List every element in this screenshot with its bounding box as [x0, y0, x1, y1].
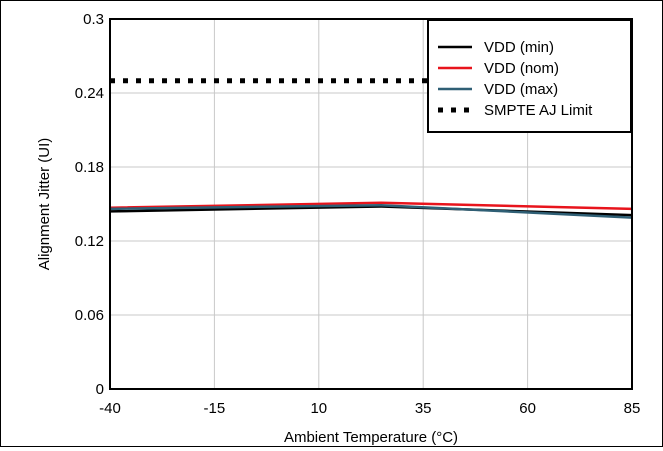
y-tick-label: 0.24 [75, 85, 104, 102]
legend-label: VDD (nom) [484, 60, 559, 77]
x-tick-label: 35 [415, 400, 432, 417]
plot-border [109, 18, 633, 390]
x-axis-title: Ambient Temperature (°C) [284, 429, 458, 446]
legend-label: VDD (min) [484, 39, 554, 56]
x-tick-label: 60 [519, 400, 536, 417]
legend-label: VDD (max) [484, 81, 558, 98]
y-axis-title: Alignment Jitter (UI) [36, 138, 53, 271]
legend: VDD (min) VDD (nom) VDD (max) SMPTE AJ Limi… [427, 19, 632, 133]
legend-items: VDD (min) VDD (nom) VDD (max) SMPTE AJ Limi… [438, 39, 593, 119]
x-tick-label: -40 [99, 400, 121, 417]
tick-labels: -40 -15 10 35 60 85 0 0.06 0.12 0.18 0.24 0.3 [75, 11, 641, 417]
y-tick-label: 0.18 [75, 159, 104, 176]
y-tick-label: 0.3 [83, 11, 104, 28]
x-tick-label: 10 [310, 400, 327, 417]
y-tick-label: 0 [96, 381, 104, 398]
y-tick-label: 0.06 [75, 307, 104, 324]
y-tick-label: 0.12 [75, 233, 104, 250]
legend-box [427, 19, 632, 133]
legend-label: SMPTE AJ Limit [484, 102, 593, 119]
series-layer [109, 78, 633, 219]
series-line-vdd-nom [109, 201, 633, 211]
x-tick-label: 85 [624, 400, 641, 417]
series-line-vdd-max [109, 203, 633, 219]
x-tick-label: -15 [204, 400, 226, 417]
